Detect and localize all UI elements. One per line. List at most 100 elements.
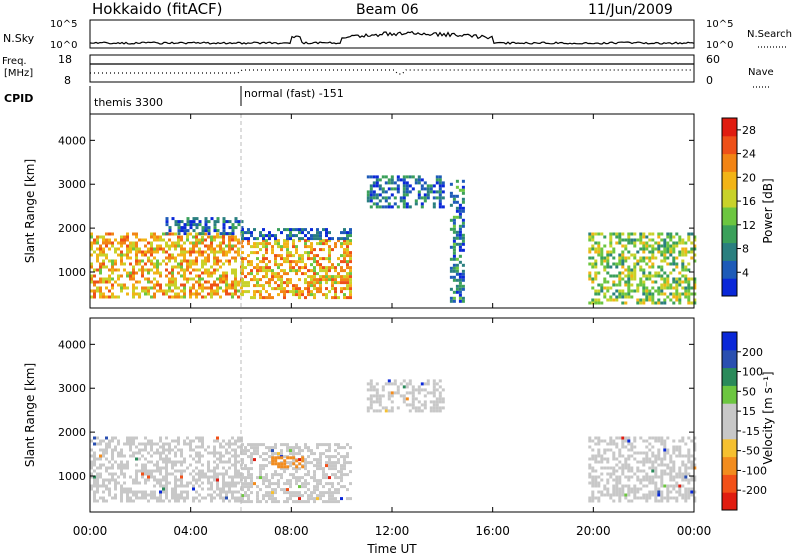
velocity-echo-cell [441, 406, 445, 410]
power-echo-cell [458, 296, 462, 300]
power-echo-cell [147, 250, 150, 254]
velocity-echo-cell [222, 478, 225, 482]
velocity-echo-cell [597, 448, 601, 452]
velocity-echo-cell [114, 445, 117, 449]
velocity-echo-cell [234, 466, 237, 470]
velocity-echo-cell [687, 457, 691, 461]
velocity-echo-cell [618, 487, 622, 491]
power-echo-cell [349, 260, 352, 264]
power-echo-cell [280, 263, 283, 267]
velocity-echo-cell [693, 466, 697, 470]
power-echo-cell [241, 278, 244, 282]
velocity-echo-cell [105, 457, 108, 461]
power-echo-cell [216, 289, 219, 293]
power-echo-cell [633, 277, 637, 281]
power-echo-cell [609, 241, 613, 245]
velocity-echo-cell [612, 478, 616, 482]
velocity-echo-cell [624, 496, 628, 500]
power-echo-cell [262, 237, 265, 241]
velocity-echo-regions [90, 379, 697, 504]
velocity-echo-cell [271, 491, 274, 495]
velocity-echo-cell [325, 473, 328, 477]
power-echo-cell [455, 206, 459, 210]
velocity-echo-cell [183, 496, 186, 500]
velocity-echo-cell [286, 491, 289, 495]
velocity-echo-cell [660, 463, 664, 467]
velocity-echo-cell [192, 457, 195, 461]
velocity-echo-cell [328, 458, 331, 462]
power-echo-cell [597, 283, 601, 287]
power-echo-cell [639, 235, 643, 239]
power-echo-cell [372, 196, 376, 200]
velocity-echo-cell [256, 452, 259, 456]
velocity-echo-cell [171, 448, 174, 452]
velocity-echo-cell [645, 493, 649, 497]
power-echo-cell [144, 253, 147, 257]
power-echo-cell [458, 254, 462, 258]
power-echo-cell [241, 263, 244, 267]
power-echo-cell [627, 280, 631, 284]
power-echo-cell [654, 280, 658, 284]
power-echo-cell [349, 266, 352, 270]
power-echo-cell [340, 266, 343, 270]
velocity-echo-cell [237, 490, 240, 494]
velocity-echo-cell [621, 454, 625, 458]
velocity-echo-cell [681, 484, 685, 488]
power-echo-cell [228, 292, 231, 296]
velocity-echo-cell [606, 448, 610, 452]
velocity-echo-cell [271, 452, 274, 456]
power-echo-cell [222, 277, 225, 281]
power-echo-cell [402, 184, 406, 188]
power-echo-cell [174, 280, 177, 284]
velocity-echo-cell [141, 463, 144, 467]
power-echo-cell [277, 275, 280, 279]
power-echo-cell [678, 301, 682, 305]
velocity-echo-cell [313, 458, 316, 462]
velocity-echo-cell [597, 496, 601, 500]
power-echo-cell [316, 254, 319, 258]
power-echo-cell [289, 251, 292, 255]
velocity-echo-cell [343, 473, 346, 477]
velocity-colorbar-swatch [722, 385, 737, 404]
power-echo-cell [138, 259, 141, 263]
power-echo-cell [343, 237, 346, 241]
power-echo-cell [195, 289, 198, 293]
power-echo-cell [228, 283, 231, 287]
velocity-echo-cell [159, 481, 162, 485]
power-echo-cell [228, 241, 231, 245]
power-echo-cell [372, 190, 376, 194]
velocity-echo-cell [114, 472, 117, 476]
velocity-echo-cell [313, 488, 316, 492]
velocity-echo-cell [265, 485, 268, 489]
velocity-echo-cell [274, 473, 277, 477]
velocity-echo-cell [162, 460, 165, 464]
velocity-echo-cell [222, 490, 225, 494]
power-echo-cell [304, 266, 307, 270]
velocity-echo-cell [639, 487, 643, 491]
power-echo-cell [240, 286, 243, 290]
velocity-echo-cell [648, 481, 652, 485]
power-echo-cell [298, 266, 301, 270]
velocity-echo-cell [654, 472, 658, 476]
power-echo-cell [132, 283, 135, 287]
power-echo-cell [192, 217, 196, 221]
power-echo-cell [186, 280, 189, 284]
velocity-echo-cell [247, 494, 250, 498]
power-echo-cell [322, 242, 325, 246]
power-echo-cell [310, 275, 313, 279]
velocity-echo-cell [346, 461, 349, 465]
velocity-echo-cell [295, 465, 299, 469]
velocity-echo-cell [340, 473, 343, 477]
velocity-echo-cell [654, 460, 658, 464]
velocity-echo-cell [331, 482, 334, 486]
power-echo-cell [147, 271, 150, 275]
velocity-echo-cell [207, 445, 210, 449]
velocity-echo-cell [117, 481, 120, 485]
power-echo-cell [222, 271, 225, 275]
velocity-echo-cell [268, 461, 271, 465]
power-echo-cell [204, 250, 207, 254]
velocity-echo-cell [93, 457, 96, 461]
velocity-echo-cell [325, 482, 328, 486]
power-echo-cell [349, 272, 352, 276]
velocity-echo-cell [316, 494, 319, 498]
